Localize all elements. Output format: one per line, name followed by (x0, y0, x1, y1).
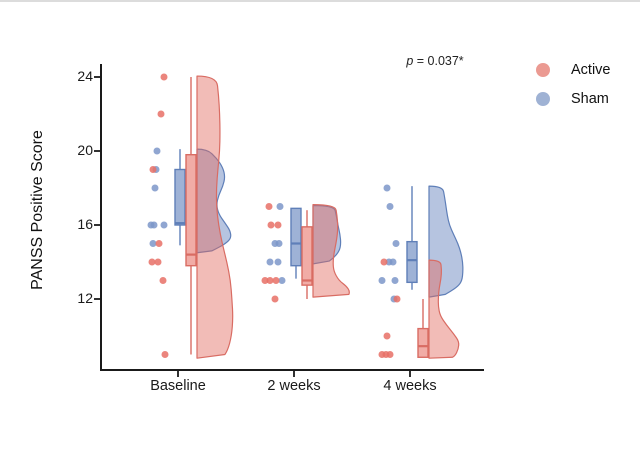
active-point-2-weeks (265, 203, 273, 210)
sham-point-2-weeks (276, 203, 284, 210)
x-tick-label-4-weeks: 4 weeks (383, 378, 437, 394)
p-value-italic-p: p (406, 54, 414, 68)
y-axis-title: PANSS Positive Score (29, 130, 46, 290)
sham-color-dot-icon (536, 91, 550, 106)
active-point-4-weeks (386, 351, 394, 358)
y-tick-label-12: 12 (77, 290, 93, 306)
sham-box-2-weeks (290, 207, 302, 267)
active-box-baseline (185, 153, 197, 267)
active-point-2-weeks (266, 277, 274, 284)
active-point-2-weeks (267, 221, 275, 229)
y-tick-label-24: 24 (77, 68, 93, 84)
sham-box-baseline (174, 168, 186, 226)
active-point-2-weeks (261, 277, 269, 284)
p-value-text: = 0.037* (413, 54, 464, 68)
sham-point-baseline (160, 221, 168, 229)
active-point-2-weeks (271, 295, 279, 303)
y-tick-label-16: 16 (77, 216, 93, 232)
active-point-baseline (148, 258, 156, 266)
active-point-baseline (161, 351, 169, 358)
y-tick-label-20: 20 (77, 142, 93, 158)
active-point-baseline (159, 277, 167, 284)
active-box-2-weeks (301, 226, 313, 286)
sham-point-baseline (153, 147, 161, 155)
x-tick-label-baseline: Baseline (150, 378, 206, 394)
sham-point-2-weeks (266, 258, 274, 266)
active-box-4-weeks (417, 327, 429, 358)
sham-violin-2-weeks (312, 204, 342, 265)
legend-item-sham: Sham (536, 90, 609, 107)
sham-point-baseline (150, 221, 158, 229)
active-point-4-weeks (393, 295, 401, 303)
sham-point-4-weeks (378, 277, 386, 284)
sham-point-4-weeks (391, 277, 399, 284)
sham-point-4-weeks (389, 258, 397, 266)
active-point-baseline (149, 166, 157, 173)
sham-point-2-weeks (278, 277, 286, 284)
active-violin-baseline (196, 75, 234, 359)
sham-point-4-weeks (383, 184, 391, 192)
active-point-2-weeks (272, 277, 280, 284)
active-point-4-weeks (380, 258, 388, 266)
active-violin-4-weeks (428, 259, 460, 359)
active-violin-2-weeks (312, 204, 350, 298)
sham-point-baseline (151, 184, 159, 192)
sham-point-4-weeks (392, 240, 400, 247)
active-point-2-weeks (274, 221, 282, 229)
sham-point-2-weeks (274, 258, 282, 266)
sham-point-baseline (149, 240, 157, 247)
active-point-baseline (155, 240, 163, 247)
sham-violin-4-weeks (428, 185, 464, 298)
legend-label-active: Active (571, 61, 611, 78)
sham-point-2-weeks (275, 240, 283, 247)
active-color-dot-icon (536, 62, 550, 77)
active-point-baseline (154, 258, 162, 266)
p-value-annotation: p = 0.037* (373, 54, 497, 68)
x-tick-label-2-weeks: 2 weeks (267, 378, 321, 394)
active-point-baseline (160, 73, 168, 81)
active-point-baseline (157, 110, 165, 118)
legend-label-sham: Sham (571, 90, 609, 107)
sham-box-4-weeks (406, 240, 418, 284)
sham-point-4-weeks (386, 203, 394, 210)
active-point-4-weeks (383, 332, 391, 340)
legend-item-active: Active (536, 61, 611, 78)
